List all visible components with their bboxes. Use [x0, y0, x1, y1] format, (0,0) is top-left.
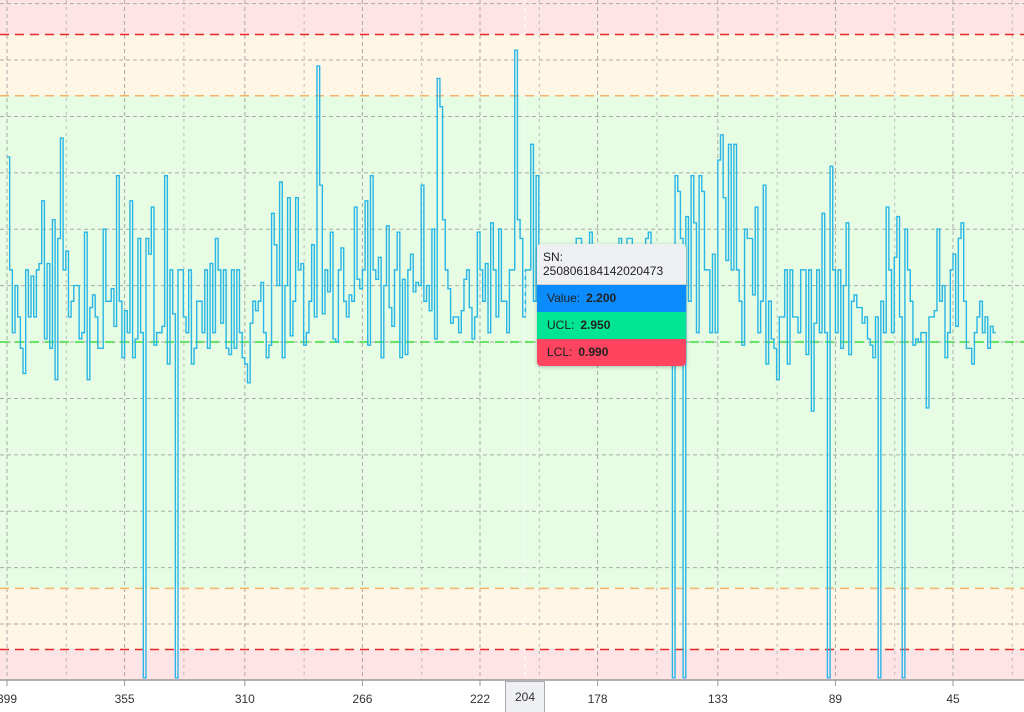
tooltip-value-row: Value: 2.200 — [537, 285, 686, 312]
x-tick-label: 399 — [0, 692, 17, 706]
x-tick-label: 89 — [829, 692, 843, 706]
x-tick-label: 222 — [470, 692, 490, 706]
axis-pointer-label: 204 — [505, 681, 545, 712]
tooltip-lcl-label: LCL: — [547, 345, 573, 359]
tooltip-lcl-row: LCL: 0.990 — [537, 339, 686, 366]
out-of-control-band-top — [0, 0, 1024, 35]
x-tick-label: 45 — [946, 692, 960, 706]
warning-band-bottom — [0, 588, 1024, 650]
x-tick-label: 266 — [352, 692, 372, 706]
tooltip-value: 2.200 — [586, 291, 617, 305]
x-tick-label: 178 — [588, 692, 608, 706]
x-tick-label: 355 — [115, 692, 135, 706]
warning-band-top — [0, 34, 1024, 96]
tooltip: SN: 250806184142020473 Value: 2.200 UCL: 2… — [537, 244, 686, 366]
x-tick-label: 310 — [235, 692, 255, 706]
tooltip-sn: SN: 250806184142020473 — [537, 244, 686, 285]
tooltip-ucl-label: UCL: — [547, 318, 575, 332]
x-axis: 399 355 310 266 222 178 133 89 45 — [0, 680, 960, 706]
series-line — [7, 49, 996, 679]
tooltip-value-label: Value: — [547, 291, 581, 305]
tooltip-ucl: 2.950 — [580, 318, 611, 332]
tooltip-ucl-row: UCL: 2.950 — [537, 312, 686, 339]
x-tick-label: 133 — [708, 692, 728, 706]
tooltip-lcl: 0.990 — [578, 345, 609, 359]
out-of-control-band-bottom — [0, 649, 1024, 680]
